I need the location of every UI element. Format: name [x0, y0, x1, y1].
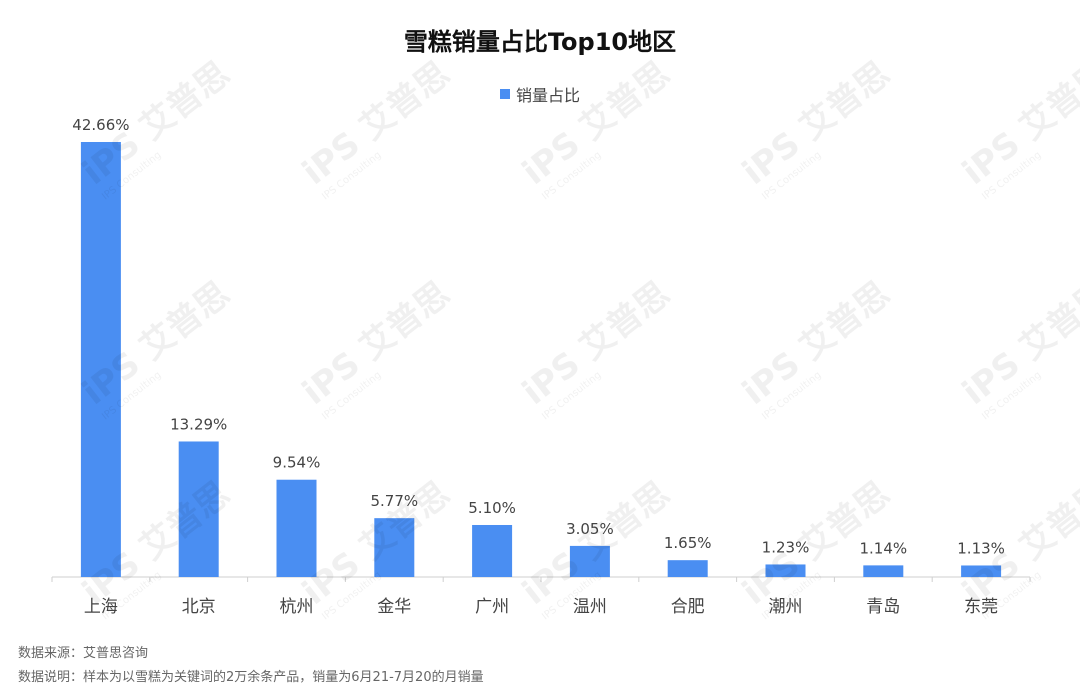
bar	[80, 142, 121, 577]
category-label: 广州	[475, 597, 509, 617]
category-label: 温州	[573, 597, 607, 617]
category-label: 杭州	[280, 597, 314, 617]
data-label: 42.66%	[72, 116, 129, 134]
bar	[961, 565, 1002, 577]
category-label: 北京	[182, 597, 216, 617]
category-label: 合肥	[671, 597, 705, 617]
bar	[765, 564, 806, 577]
category-label: 上海	[84, 597, 118, 617]
data-label: 1.13%	[957, 539, 1005, 557]
bar	[178, 441, 219, 577]
legend-label: 销量占比	[515, 86, 580, 105]
bar	[374, 518, 415, 577]
legend-swatch	[499, 89, 510, 99]
chart-title: 雪糕销量占比Top10地区	[403, 28, 677, 56]
data-label: 5.10%	[468, 499, 516, 517]
category-label: 潮州	[769, 597, 803, 617]
data-label: 1.65%	[664, 534, 712, 552]
data-source-text: 数据来源：艾普思咨询	[18, 646, 149, 661]
data-label: 1.23%	[762, 538, 810, 556]
bar	[569, 545, 610, 577]
category-label: 金华	[377, 597, 411, 617]
bar	[667, 560, 708, 577]
data-label: 3.05%	[566, 520, 614, 538]
data-label: 9.54%	[273, 454, 321, 472]
chart-legend: 销量占比	[0, 82, 1080, 106]
category-label: 青岛	[866, 597, 900, 617]
data-label: 5.77%	[370, 492, 418, 510]
bar	[276, 479, 317, 577]
bar	[472, 524, 513, 577]
bar	[863, 565, 904, 577]
data-note-text: 数据说明：样本为以雪糕为关键词的2万余条产品，销量为6月21-7月20的月销量	[18, 670, 484, 685]
data-label: 13.29%	[170, 415, 227, 433]
data-label: 1.14%	[859, 539, 907, 557]
category-label: 东莞	[964, 597, 998, 617]
